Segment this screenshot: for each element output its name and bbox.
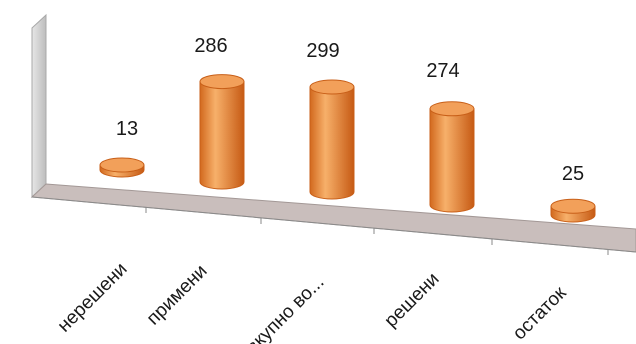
x-tick-label: остаток [509,282,571,344]
x-tick-label: решени [381,269,444,332]
data-label: 286 [194,35,227,57]
bar-body [309,86,355,200]
bar-top [199,74,245,90]
x-tick-label: вкупно во... [242,272,328,344]
bar-3 [309,79,355,200]
x-tick-label: примени [143,261,212,330]
bar-5 [550,198,596,223]
bars-layer [99,74,596,223]
category-labels-layer: нерешени примени вкупно во... решени остаток [54,259,571,344]
data-label: 274 [426,60,459,82]
bar-top [309,79,355,95]
x-axis-ticks [145,207,609,255]
bar-4 [429,101,475,213]
bar-2 [199,74,245,190]
bar-1 [99,157,145,178]
bar-top [99,157,145,173]
data-label: 25 [562,163,584,185]
x-axis-line [31,196,636,253]
back-wall [31,13,47,199]
x-tick-label: нерешени [54,259,132,337]
chart-floor [30,183,636,253]
bar-top [429,101,475,117]
bar-body [429,108,475,213]
data-label: 13 [116,118,138,140]
bar-body [199,81,245,190]
data-label: 299 [306,40,339,62]
bar-top [550,198,596,214]
value-labels-layer: 13 286 299 274 25 [116,35,584,185]
